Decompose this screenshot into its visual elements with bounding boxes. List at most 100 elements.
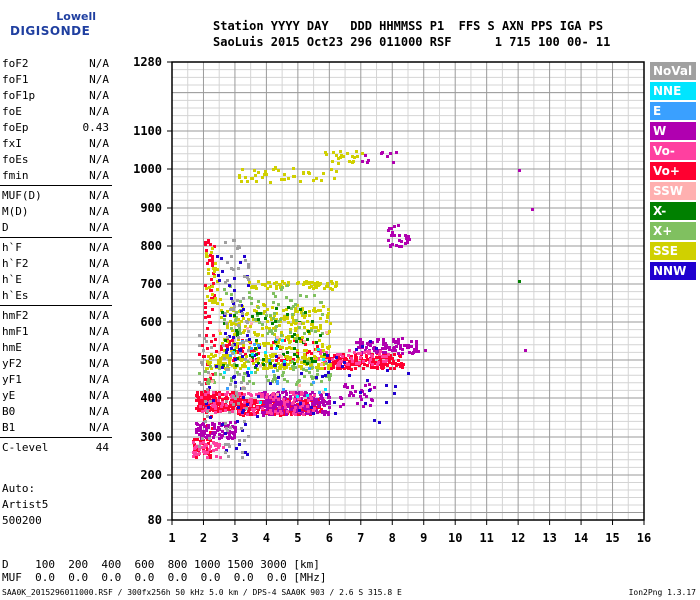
echo-point — [215, 442, 218, 445]
echo-point — [210, 289, 213, 292]
echo-point — [214, 298, 217, 301]
echo-point — [213, 402, 216, 405]
param-name: h`F — [2, 241, 22, 254]
echo-point — [212, 334, 215, 337]
echo-point — [241, 429, 244, 432]
echo-point — [286, 400, 289, 403]
echo-point — [232, 395, 235, 398]
echo-point — [235, 316, 238, 319]
echo-point — [226, 325, 229, 328]
echo-point — [233, 433, 236, 436]
echo-point — [301, 403, 304, 406]
echo-point — [281, 374, 284, 377]
echo-point — [196, 391, 199, 394]
echo-point — [316, 373, 319, 376]
echo-point — [268, 413, 271, 416]
echo-point — [218, 391, 221, 394]
param-row: h`F2 N/A — [0, 256, 112, 272]
y-tick-label: 1280 — [133, 55, 162, 69]
echo-point — [397, 224, 400, 227]
echo-point — [234, 385, 237, 388]
echo-point — [213, 344, 216, 347]
echo-point — [400, 240, 403, 243]
echo-point — [246, 180, 249, 183]
echo-point — [246, 276, 249, 279]
auto-info: Auto: Artist5 500200 — [2, 481, 48, 529]
echo-point — [294, 406, 297, 409]
echo-point — [399, 355, 402, 358]
echo-point — [330, 280, 333, 283]
echo-point — [199, 424, 202, 427]
echo-point — [216, 407, 219, 410]
echo-point — [329, 322, 332, 325]
echo-point — [309, 393, 312, 396]
echo-point — [264, 342, 267, 345]
echo-point — [211, 422, 214, 425]
echo-point — [315, 326, 318, 329]
echo-point — [332, 151, 335, 154]
echo-point — [366, 161, 369, 164]
echo-point — [262, 363, 265, 366]
echo-point — [316, 369, 319, 372]
echo-point — [264, 170, 267, 173]
echo-point — [401, 366, 404, 369]
echo-point — [333, 177, 336, 180]
echo-point — [210, 346, 213, 349]
echo-point — [220, 436, 223, 439]
echo-point — [244, 325, 247, 328]
echo-point — [289, 331, 292, 334]
echo-point — [305, 349, 308, 352]
echo-point — [316, 281, 319, 284]
echo-point — [198, 452, 201, 455]
echo-point — [293, 339, 296, 342]
echo-point — [291, 316, 294, 319]
echo-point — [225, 351, 228, 354]
muf-table: D 100 200 400 600 800 1000 1500 3000 [km… — [2, 558, 327, 584]
param-row: h`E N/A — [0, 272, 112, 288]
echo-point — [192, 455, 195, 458]
echo-point — [247, 278, 250, 281]
param-value: N/A — [89, 89, 109, 102]
echo-point — [212, 282, 215, 285]
echo-point — [261, 327, 264, 330]
echo-point — [210, 408, 213, 411]
echo-point — [295, 340, 298, 343]
echo-point — [259, 401, 262, 404]
param-value: N/A — [89, 169, 109, 182]
echo-point — [352, 394, 355, 397]
echo-point — [241, 168, 244, 171]
echo-point — [232, 336, 235, 339]
echo-point — [391, 362, 394, 365]
echo-point — [343, 361, 346, 364]
echo-point — [247, 409, 250, 412]
param-value: N/A — [89, 309, 109, 322]
echo-point — [205, 378, 208, 381]
echo-point — [297, 357, 300, 360]
echo-point — [266, 332, 269, 335]
echo-point — [267, 342, 270, 345]
echo-point — [272, 292, 275, 295]
echo-point — [244, 353, 247, 356]
y-tick-label: 600 — [140, 315, 162, 329]
echo-point — [247, 284, 250, 287]
echo-point — [222, 364, 225, 367]
echo-point — [207, 424, 210, 427]
echo-point — [231, 408, 234, 411]
echo-point — [290, 307, 293, 310]
echo-point — [321, 375, 324, 378]
param-separator — [0, 185, 112, 186]
echo-point — [204, 302, 207, 305]
echo-point — [242, 297, 245, 300]
echo-point — [198, 445, 201, 448]
echo-point — [271, 306, 274, 309]
echo-point — [266, 406, 269, 409]
echo-point — [322, 358, 325, 361]
legend-item: X+ — [650, 222, 696, 240]
echo-point — [318, 401, 321, 404]
param-value: N/A — [89, 357, 109, 370]
echo-point — [227, 443, 230, 446]
echo-point — [225, 344, 228, 347]
echo-point — [283, 339, 286, 342]
echo-point — [392, 338, 395, 341]
param-name: B1 — [2, 421, 16, 434]
